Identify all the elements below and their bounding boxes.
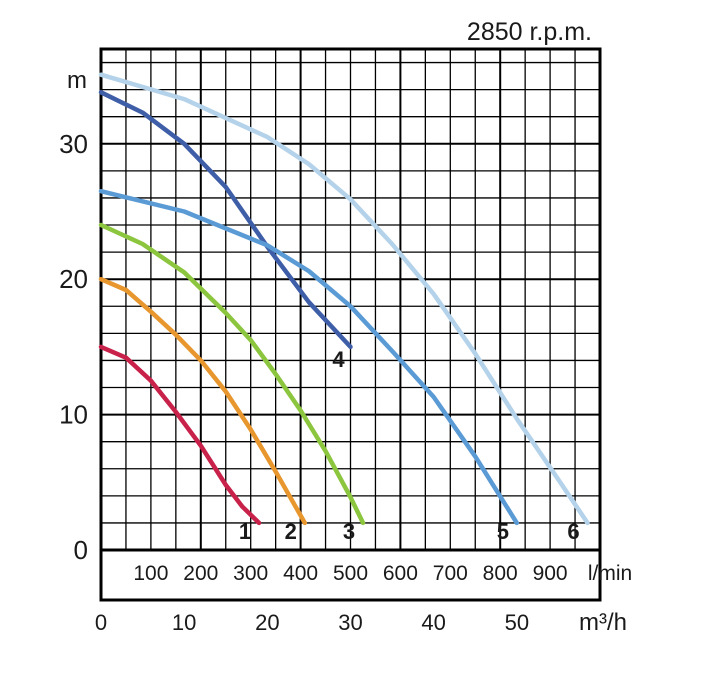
x-tick-label-lmin: 100 — [133, 562, 168, 585]
x-tick-label-m3h: 40 — [421, 610, 445, 635]
x-tick-label-m3h: 10 — [172, 610, 196, 635]
curve-label-2: 2 — [285, 519, 297, 544]
y-tick-label: 20 — [59, 264, 88, 294]
x-tick-label-lmin: 500 — [333, 562, 368, 585]
x-tick-label-lmin: 700 — [433, 562, 468, 585]
x-tick-label-lmin: 600 — [383, 562, 418, 585]
curve-label-6: 6 — [567, 519, 579, 544]
x-axis-label-m3h: m³/h — [579, 609, 627, 636]
y-tick-label: 10 — [59, 400, 88, 430]
curve-3 — [98, 222, 366, 526]
lmin-axis-frame — [99, 548, 602, 602]
y-tick-label: 0 — [74, 535, 88, 565]
x-tick-label-lmin: 400 — [283, 562, 318, 585]
x-tick-label-lmin: 800 — [483, 562, 518, 585]
x-tick-label-m3h: 20 — [255, 610, 279, 635]
y-axis-label: m — [67, 67, 87, 94]
x-tick-label-m3h: 0 — [95, 610, 107, 635]
x-tick-label-lmin: 300 — [233, 562, 268, 585]
x-tick-label-m3h: 50 — [505, 610, 529, 635]
curve-5 — [98, 188, 520, 526]
chart-title: 2850 r.p.m. — [467, 18, 592, 46]
curve-2 — [98, 276, 308, 526]
curve-label-5: 5 — [497, 519, 509, 544]
x-tick-label-lmin: 200 — [183, 562, 218, 585]
grid — [101, 49, 600, 550]
y-tick-label: 30 — [59, 129, 88, 159]
x-axis-label-lmin: l/min — [588, 562, 632, 585]
curve-label-3: 3 — [343, 519, 355, 544]
curve-4 — [98, 90, 353, 350]
x-tick-label-lmin: 900 — [533, 562, 568, 585]
curve-6 — [98, 72, 590, 526]
curve-label-1: 1 — [239, 519, 251, 544]
x-tick-label-m3h: 30 — [338, 610, 362, 635]
curve-1 — [98, 344, 262, 526]
curve-label-4: 4 — [332, 347, 345, 372]
curves — [98, 72, 590, 526]
